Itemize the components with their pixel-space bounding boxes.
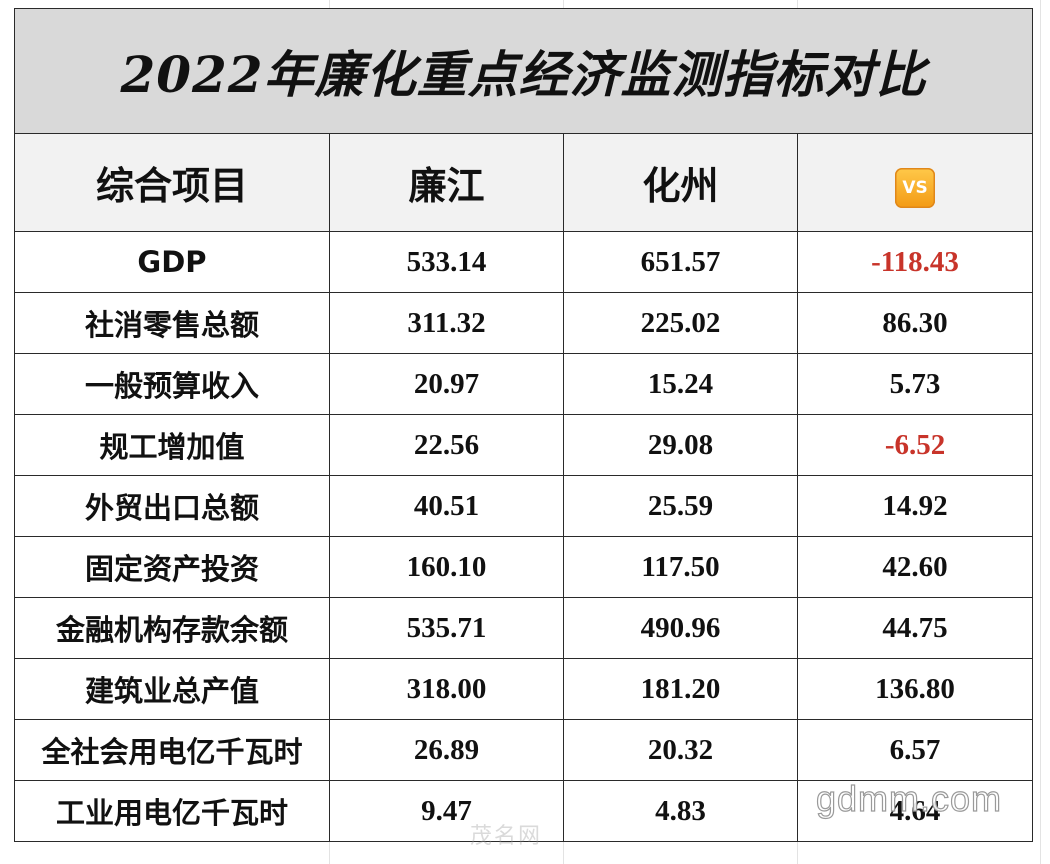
cell-lianjiang[interactable]: 20.97 <box>329 353 564 415</box>
cell-difference[interactable]: -118.43 <box>796 231 1034 293</box>
cell-lianjiang[interactable]: 22.56 <box>329 414 564 476</box>
header-vs[interactable]: VS <box>796 133 1034 232</box>
cell-difference[interactable]: 136.80 <box>796 658 1034 720</box>
table-row: 建筑业总产值 318.00 181.20 136.80 <box>14 658 1034 720</box>
table-row: 固定资产投资 160.10 117.50 42.60 <box>14 536 1034 598</box>
cell-huazhou[interactable]: 4.83 <box>563 780 798 842</box>
cell-difference[interactable]: 4.64 <box>796 780 1034 842</box>
row-label[interactable]: 金融机构存款余额 <box>14 597 330 659</box>
table-row: 全社会用电亿千瓦时 26.89 20.32 6.57 <box>14 719 1034 781</box>
cell-huazhou[interactable]: 117.50 <box>563 536 798 598</box>
header-huazhou[interactable]: 化州 <box>563 133 798 232</box>
cell-lianjiang[interactable]: 535.71 <box>329 597 564 659</box>
row-label[interactable]: 规工增加值 <box>14 414 330 476</box>
vs-icon: VS <box>895 167 936 208</box>
table-row: 金融机构存款余额 535.71 490.96 44.75 <box>14 597 1034 659</box>
cell-difference[interactable]: -6.52 <box>796 414 1034 476</box>
cell-lianjiang[interactable]: 311.32 <box>329 292 564 354</box>
cell-huazhou[interactable]: 25.59 <box>563 475 798 537</box>
comparison-table: 2022年廉化重点经济监测指标对比 综合项目 廉江 化州 VS GDP 533.1… <box>13 8 1034 842</box>
cell-huazhou[interactable]: 20.32 <box>563 719 798 781</box>
header-item[interactable]: 综合项目 <box>14 133 330 232</box>
cell-huazhou[interactable]: 29.08 <box>563 414 798 476</box>
header-lianjiang[interactable]: 廉江 <box>329 133 564 232</box>
cell-huazhou[interactable]: 490.96 <box>563 597 798 659</box>
table-row: 社消零售总额 311.32 225.02 86.30 <box>14 292 1034 354</box>
row-label[interactable]: 全社会用电亿千瓦时 <box>14 719 330 781</box>
cell-huazhou[interactable]: 15.24 <box>563 353 798 415</box>
row-label[interactable]: 工业用电亿千瓦时 <box>14 780 330 842</box>
table-title[interactable]: 2022年廉化重点经济监测指标对比 <box>13 8 1034 134</box>
cell-difference[interactable]: 14.92 <box>796 475 1034 537</box>
row-label[interactable]: 固定资产投资 <box>14 536 330 598</box>
row-label[interactable]: 一般预算收入 <box>14 353 330 415</box>
cell-difference[interactable]: 44.75 <box>796 597 1034 659</box>
table-row: 工业用电亿千瓦时 9.47 4.83 4.64 <box>14 780 1034 842</box>
cell-huazhou[interactable]: 651.57 <box>563 231 798 293</box>
row-label[interactable]: 建筑业总产值 <box>14 658 330 720</box>
cell-lianjiang[interactable]: 318.00 <box>329 658 564 720</box>
cell-difference[interactable]: 6.57 <box>796 719 1034 781</box>
cell-lianjiang[interactable]: 9.47 <box>329 780 564 842</box>
cell-difference[interactable]: 5.73 <box>796 353 1034 415</box>
watermark-site-name: 茂名网 <box>470 823 543 848</box>
cell-lianjiang[interactable]: 26.89 <box>329 719 564 781</box>
cell-huazhou[interactable]: 225.02 <box>563 292 798 354</box>
row-label[interactable]: 社消零售总额 <box>14 292 330 354</box>
title-row: 2022年廉化重点经济监测指标对比 <box>13 8 1034 134</box>
header-row: 综合项目 廉江 化州 VS <box>14 133 1034 232</box>
table-row: 一般预算收入 20.97 15.24 5.73 <box>14 353 1034 415</box>
table-row: 规工增加值 22.56 29.08 -6.52 <box>14 414 1034 476</box>
cell-lianjiang[interactable]: 40.51 <box>329 475 564 537</box>
cell-huazhou[interactable]: 181.20 <box>563 658 798 720</box>
watermark-domain: gdmm.com <box>815 777 1002 819</box>
table-row: 外贸出口总额 40.51 25.59 14.92 <box>14 475 1034 537</box>
cell-difference[interactable]: 86.30 <box>796 292 1034 354</box>
table-row: GDP 533.14 651.57 -118.43 <box>14 231 1034 293</box>
cell-difference[interactable]: 42.60 <box>796 536 1034 598</box>
row-label[interactable]: GDP <box>14 231 330 293</box>
row-label[interactable]: 外贸出口总额 <box>14 475 330 537</box>
cell-lianjiang[interactable]: 533.14 <box>329 231 564 293</box>
cell-lianjiang[interactable]: 160.10 <box>329 536 564 598</box>
